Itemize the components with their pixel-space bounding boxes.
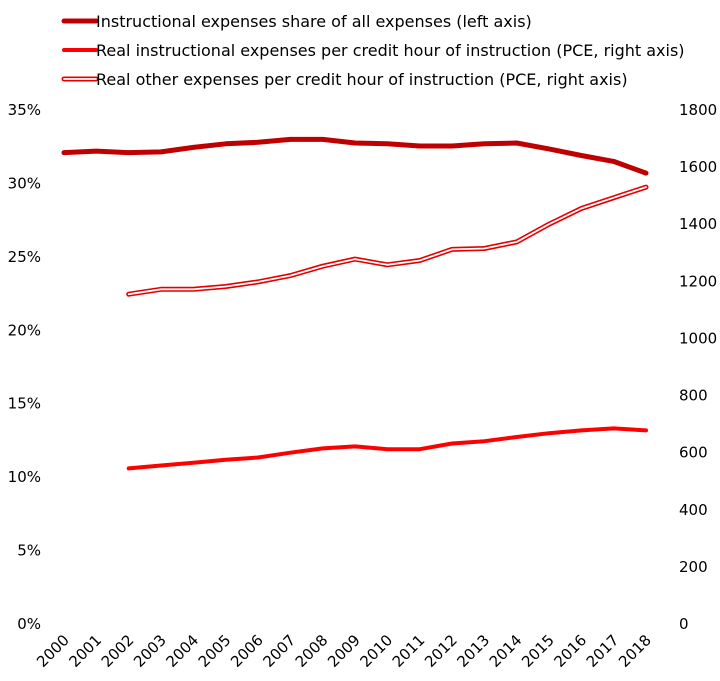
x-tick-label: 2006 (227, 631, 267, 671)
x-tick-label: 2011 (389, 631, 429, 671)
x-tick-label: 2000 (33, 631, 73, 671)
y-right-tick-label: 1400 (679, 215, 717, 233)
series-line-0 (61, 136, 649, 176)
x-tick-label: 2012 (421, 631, 461, 671)
legend-label-instructional-share: Instructional expenses share of all expe… (96, 12, 532, 31)
y-left-tick-label: 5% (17, 542, 41, 560)
y-right-tick-label: 1000 (679, 329, 717, 347)
x-tick-label: 2018 (615, 631, 655, 671)
y-right-tick-label: 800 (679, 387, 708, 405)
x-tick-label: 2005 (195, 631, 235, 671)
y-left-tick-label: 35% (8, 101, 41, 119)
y-right-tick-label: 1800 (679, 101, 717, 119)
legend-entry-real-instructional: Real instructional expenses per credit h… (62, 41, 685, 60)
y-left-tick-label: 10% (8, 468, 41, 486)
x-axis: 2000200120022003200420052006200720082009… (33, 631, 655, 671)
plot-area (61, 136, 649, 471)
legend-label-real-other: Real other expenses per credit hour of i… (96, 70, 628, 89)
y-left-tick-label: 25% (8, 248, 41, 266)
x-tick-label: 2017 (583, 631, 623, 671)
y-right-tick-label: 400 (679, 501, 708, 519)
y-right-tick-label: 600 (679, 444, 708, 462)
x-tick-label: 2004 (162, 631, 202, 671)
x-tick-label: 2010 (356, 631, 396, 671)
x-tick-label: 2008 (292, 631, 332, 671)
y-left-tick-label: 20% (8, 321, 41, 339)
y-right-tick-label: 1200 (679, 272, 717, 290)
y-right-tick-label: 200 (679, 558, 708, 576)
x-tick-label: 2001 (65, 631, 105, 671)
legend-entry-real-other: Real other expenses per credit hour of i… (61, 70, 628, 89)
legend-label-real-instructional: Real instructional expenses per credit h… (96, 41, 685, 60)
series-line-1 (126, 426, 648, 471)
x-tick-label: 2013 (453, 631, 493, 671)
y-left-tick-label: 15% (8, 395, 41, 413)
x-tick-label: 2015 (518, 631, 558, 671)
y-right-tick-label: 0 (679, 615, 689, 633)
left-axis: 0% 5% 10% 15% 20% 25% 30% 35% (8, 101, 41, 633)
y-left-tick-label: 0% (17, 615, 41, 633)
y-left-tick-label: 30% (8, 174, 41, 192)
x-tick-label: 2003 (130, 631, 170, 671)
legend: Instructional expenses share of all expe… (61, 12, 685, 89)
x-tick-label: 2002 (98, 631, 138, 671)
x-tick-label: 2016 (550, 631, 590, 671)
series-line-2 (126, 184, 649, 297)
x-tick-label: 2009 (324, 631, 364, 671)
x-tick-label: 2014 (486, 631, 526, 671)
right-axis: 0 200 400 600 800 1000 1200 1400 1600 1800 (679, 101, 717, 633)
series-line-2-inner (127, 186, 647, 296)
x-tick-label: 2007 (259, 631, 299, 671)
legend-entry-instructional-share: Instructional expenses share of all expe… (61, 12, 532, 31)
y-right-tick-label: 1600 (679, 158, 717, 176)
